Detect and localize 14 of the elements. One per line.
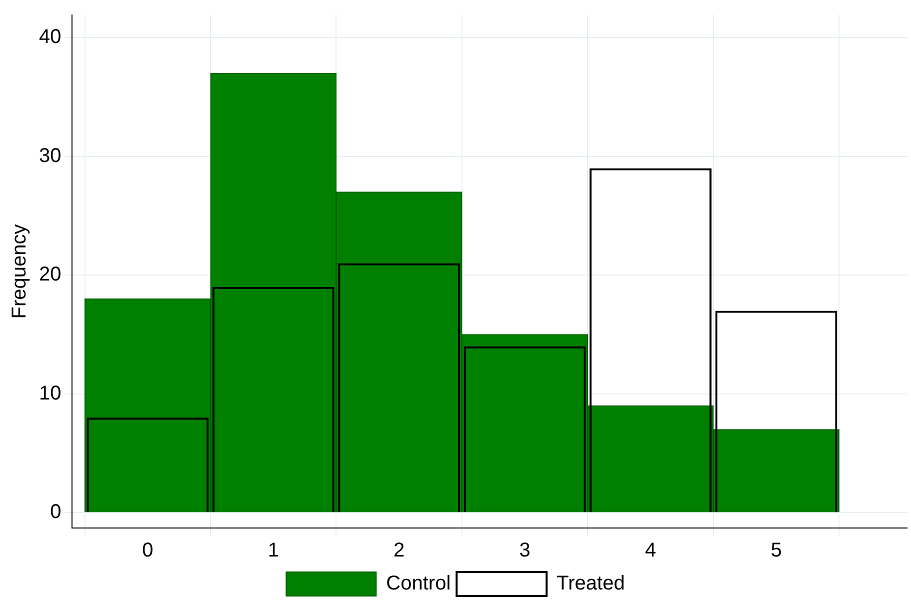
y-tick-label: 20 — [38, 264, 62, 286]
y-tick-label: 40 — [38, 26, 62, 48]
y-axis-title: Frequency — [8, 224, 31, 319]
y-tick-label: 0 — [50, 501, 62, 524]
legend-label: Treated — [556, 572, 625, 595]
x-tick-label: 2 — [394, 540, 405, 562]
legend-label: Control — [386, 572, 451, 595]
y-tick-label: 10 — [38, 382, 62, 404]
x-tick-label: 1 — [268, 540, 279, 562]
x-tick-label: 4 — [644, 540, 656, 562]
y-tick-label: 30 — [38, 144, 62, 167]
x-tick-label: 0 — [142, 540, 154, 562]
x-tick-label: 3 — [519, 540, 530, 562]
x-tick-label: 5 — [770, 540, 782, 562]
